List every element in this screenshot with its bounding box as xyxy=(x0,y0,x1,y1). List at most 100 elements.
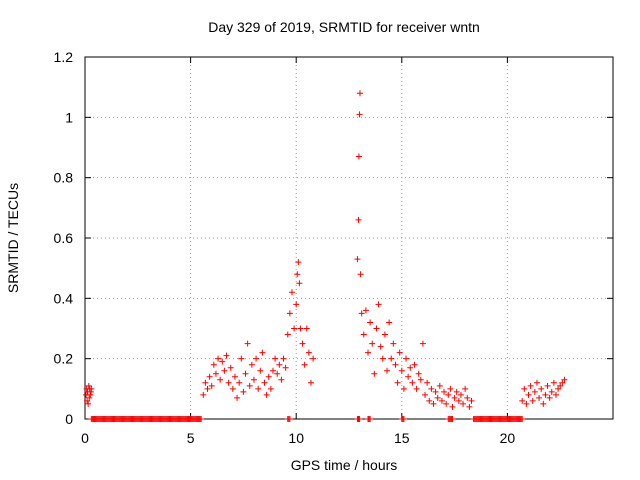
data-point xyxy=(310,355,317,362)
data-point xyxy=(561,376,568,383)
data-point xyxy=(240,388,247,395)
data-point xyxy=(365,349,372,356)
x-tick-label: 0 xyxy=(81,430,89,446)
data-point xyxy=(293,301,300,308)
data-point xyxy=(519,397,526,404)
data-point xyxy=(284,331,291,338)
data-point xyxy=(282,364,289,371)
data-point xyxy=(84,397,91,404)
data-point xyxy=(355,153,362,160)
data-point xyxy=(206,373,213,380)
data-point xyxy=(398,367,405,374)
data-point xyxy=(428,385,435,392)
x-axis-label: GPS time / hours xyxy=(291,457,398,473)
data-point xyxy=(546,394,553,401)
data-point xyxy=(373,325,380,332)
data-point xyxy=(303,325,310,332)
data-point xyxy=(468,397,475,404)
data-point xyxy=(231,373,238,380)
data-point xyxy=(269,367,276,374)
data-point xyxy=(552,391,559,398)
data-point xyxy=(536,394,543,401)
data-point xyxy=(294,271,301,278)
data-point xyxy=(390,340,397,347)
data-point xyxy=(286,416,293,422)
data-point xyxy=(457,391,464,398)
y-tick-label: 1 xyxy=(65,109,73,125)
data-point xyxy=(538,385,545,392)
data-point xyxy=(238,355,245,362)
data-point xyxy=(409,379,416,386)
data-point xyxy=(453,388,460,395)
data-point xyxy=(257,367,264,374)
data-point xyxy=(542,391,549,398)
data-point xyxy=(225,379,232,386)
y-tick-label: 0 xyxy=(65,411,73,427)
data-point xyxy=(250,376,257,383)
data-point xyxy=(215,355,222,362)
data-point xyxy=(379,355,386,362)
data-point xyxy=(438,397,445,404)
y-tick-label: 0.8 xyxy=(54,170,74,186)
data-point xyxy=(527,382,534,389)
data-point xyxy=(531,388,538,395)
data-point xyxy=(415,370,422,377)
data-point xyxy=(521,385,528,392)
data-point xyxy=(198,416,205,422)
data-point xyxy=(219,358,226,365)
data-point xyxy=(371,370,378,377)
data-point xyxy=(400,385,407,392)
data-point xyxy=(276,361,283,368)
data-point xyxy=(288,289,295,296)
data-point xyxy=(555,385,562,392)
data-point xyxy=(419,340,426,347)
data-point xyxy=(291,325,298,332)
data-point xyxy=(204,385,211,392)
data-point xyxy=(449,416,456,422)
data-point xyxy=(221,367,228,374)
data-point xyxy=(550,379,557,386)
data-point xyxy=(356,90,363,97)
data-point xyxy=(85,382,92,389)
data-point xyxy=(267,385,274,392)
data-point xyxy=(356,416,363,422)
data-point xyxy=(462,385,469,392)
data-point xyxy=(548,388,555,395)
y-tick-label: 0.6 xyxy=(54,230,74,246)
y-tick-labels: 0 0.2 0.4 0.6 0.8 1 1.2 xyxy=(54,49,74,427)
data-point xyxy=(394,379,401,386)
data-point xyxy=(559,379,566,386)
data-point xyxy=(261,379,268,386)
x-tick-label: 20 xyxy=(500,430,516,446)
x-tick-label: 15 xyxy=(394,430,410,446)
data-point xyxy=(529,397,536,404)
data-point xyxy=(295,259,302,266)
data-point xyxy=(87,391,94,398)
data-point xyxy=(432,388,439,395)
data-point xyxy=(307,379,314,386)
data-points xyxy=(83,90,568,422)
data-point xyxy=(362,307,369,314)
data-point xyxy=(234,394,241,401)
data-point xyxy=(445,391,452,398)
data-point xyxy=(208,382,215,389)
data-point xyxy=(360,331,367,338)
data-point xyxy=(358,310,365,317)
data-point xyxy=(367,416,374,422)
data-point xyxy=(377,343,384,350)
data-point xyxy=(405,373,412,380)
data-point xyxy=(88,385,95,392)
data-point xyxy=(426,397,433,404)
data-point xyxy=(447,385,454,392)
data-point xyxy=(223,352,230,359)
data-point xyxy=(356,111,363,118)
data-point xyxy=(242,370,249,377)
data-point xyxy=(441,388,448,395)
data-point xyxy=(200,391,207,398)
data-point xyxy=(355,216,362,223)
data-point xyxy=(400,416,407,422)
data-point xyxy=(422,391,429,398)
data-point xyxy=(286,310,293,317)
data-point xyxy=(248,361,255,368)
